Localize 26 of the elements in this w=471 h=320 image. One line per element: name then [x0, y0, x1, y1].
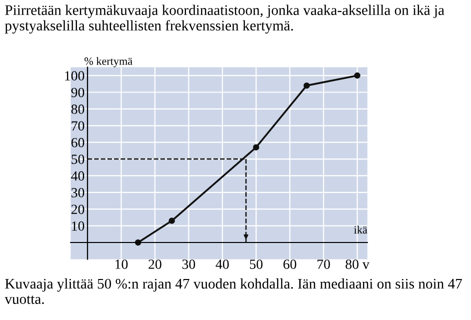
- text: Kuvaaja ylittää 50 %:n rajan 47 vuoden kohdalla. Iän mediaani on siis noin 47 vuotta.: [4, 278, 462, 304]
- y-tick-label: 100: [65, 71, 84, 81]
- x-tick-label: 50: [250, 260, 263, 269]
- y-tick-label: 80: [71, 104, 84, 114]
- y-tick-label: 40: [71, 171, 84, 181]
- x-tick-label: 20: [148, 260, 162, 269]
- point: [304, 82, 310, 89]
- point: [354, 72, 360, 79]
- y-tick-label: 90: [71, 88, 84, 98]
- x-tick-label: 80 v: [346, 260, 370, 269]
- x-axis-title: ikä: [354, 226, 368, 234]
- x-tick-label: 10: [116, 260, 128, 269]
- y-tick-label: 30: [72, 188, 84, 198]
- y-tick-label: 50: [72, 154, 84, 164]
- chart-title: Piirretään kertymäkuvaaja koordinaatistoon, jonka vaaka-akselilla on ikä ja pystyakselilla suhteellisten frekvenssien kertymä.: [4, 4, 444, 34]
- y-axis-title: % kertymä: [84, 57, 132, 68]
- point: [252, 144, 260, 150]
- x-tick-label: 30: [182, 260, 196, 269]
- y-tick-label: 10: [72, 221, 84, 231]
- y-tick-label: 70: [72, 121, 84, 131]
- y-tick-label: 20: [71, 204, 84, 214]
- y-tick-label: 60: [71, 138, 84, 148]
- x-tick-label: 40: [216, 260, 229, 269]
- x-tick-label: 70: [318, 260, 330, 269]
- point: [168, 218, 175, 224]
- x-tick-label: 60: [283, 260, 296, 269]
